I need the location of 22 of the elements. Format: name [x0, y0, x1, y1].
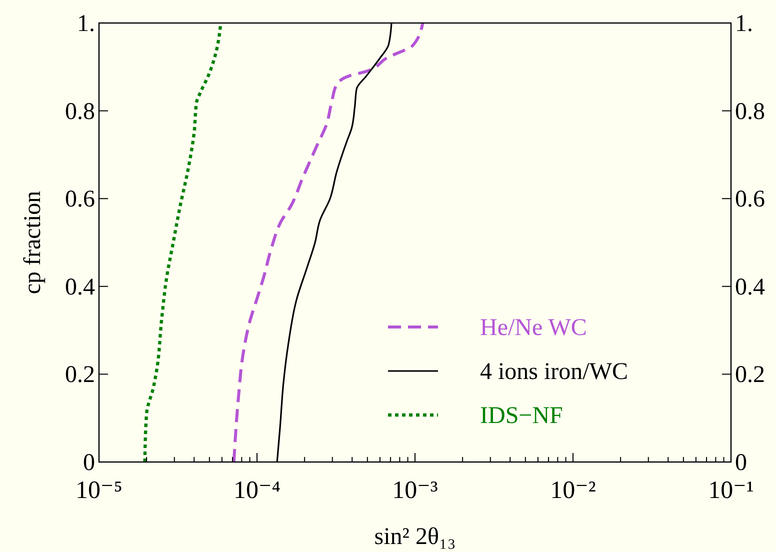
y-tick-label: 0.4 [65, 274, 95, 300]
y-tick-label: 0 [83, 450, 95, 476]
y-tick-label: 1. [77, 11, 95, 37]
y2-tick-label: 0.2 [735, 362, 765, 388]
legend-label: IDS−NF [480, 403, 563, 429]
y-tick-label: 0.6 [65, 186, 95, 213]
legend-label: He/Ne WC [480, 315, 587, 341]
y-tick-label: 0.2 [65, 362, 95, 388]
y2-tick-label: 1. [735, 11, 753, 37]
x-tick-label: 10⁻⁵ [76, 477, 122, 504]
y2-tick-label: 0.4 [735, 274, 765, 300]
y-tick-label: 0.8 [65, 98, 95, 125]
x-tick-label: 10⁻⁴ [234, 477, 281, 504]
y-axis-title: cp fraction [20, 190, 46, 294]
x-axis-title: sin² 2θ₁₃ [374, 524, 456, 550]
y2-tick-label: 0.8 [735, 98, 765, 125]
y2-tick-label: 0 [735, 450, 747, 476]
y2-tick-label: 0.6 [735, 186, 765, 213]
x-tick-label: 10⁻³ [392, 477, 438, 504]
x-tick-label: 10⁻² [550, 477, 596, 504]
legend-label: 4 ions iron/WC [480, 359, 628, 385]
x-tick-label: 10⁻¹ [708, 477, 754, 504]
